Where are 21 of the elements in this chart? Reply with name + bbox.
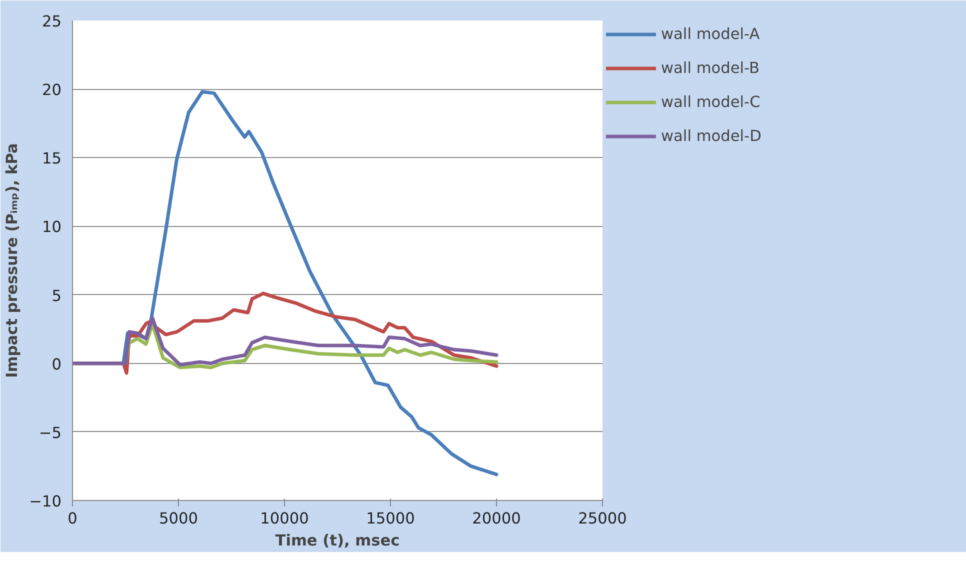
legend-label: wall model-D <box>661 127 762 145</box>
x-tick-label: 20000 <box>472 510 521 528</box>
x-tick-label: 5000 <box>158 510 198 528</box>
y-tick-label: 0 <box>52 355 62 374</box>
x-tick-label: 10000 <box>260 510 309 528</box>
y-tick-label: −5 <box>38 424 62 442</box>
y-tick-label: 10 <box>42 218 62 236</box>
y-tick-label: 25 <box>42 12 62 30</box>
legend-label: wall model-C <box>661 93 760 111</box>
legend-label: wall model-B <box>661 59 760 77</box>
x-tick-label: 0 <box>68 510 78 528</box>
y-tick-label: 15 <box>42 150 62 168</box>
y-tick-label: −10 <box>29 492 62 510</box>
legend-label: wall model-A <box>661 25 760 43</box>
y-tick-label: 5 <box>52 286 62 305</box>
y-tick-label: 20 <box>42 81 62 100</box>
y-axis-title: Impact pressure (Pᵢₘₚ), kPa <box>3 143 22 378</box>
x-tick-label: 15000 <box>366 510 415 528</box>
x-axis-title: Time (t), msec <box>275 532 400 550</box>
x-tick-label: 25000 <box>578 510 627 528</box>
line-series <box>72 316 498 366</box>
